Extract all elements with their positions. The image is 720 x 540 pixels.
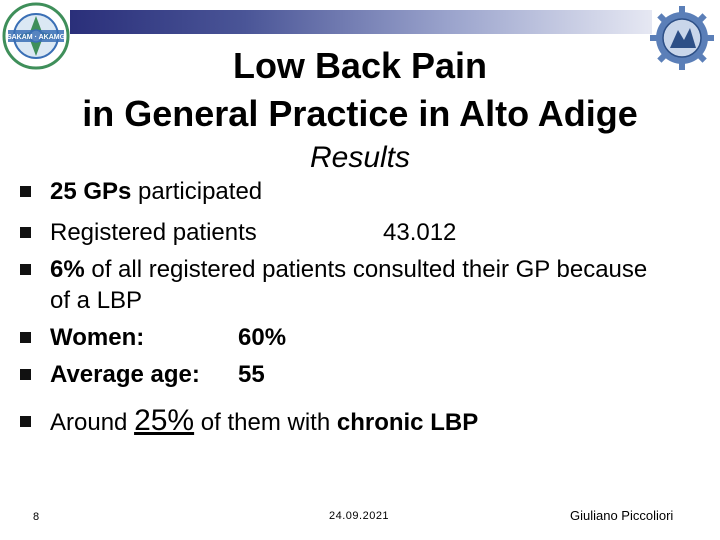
bullet-chronic-lbp: Around 25% of them with chronic LBP bbox=[50, 403, 478, 441]
gps-count: 25 GPs bbox=[50, 178, 132, 205]
bullet-square-icon bbox=[20, 332, 31, 343]
footer-date: 24.09.2021 bbox=[329, 510, 390, 522]
women-value: 60% bbox=[238, 324, 287, 351]
header-gradient-bar bbox=[70, 10, 652, 34]
bullet-square-icon bbox=[20, 264, 31, 275]
bullet-gps-participated: 25 GPs participated bbox=[50, 178, 262, 206]
around-text: Around bbox=[50, 409, 135, 436]
title-line-1: Low Back Pain bbox=[232, 45, 488, 86]
women-label: Women: bbox=[50, 324, 145, 351]
average-age-value: 55 bbox=[238, 361, 265, 388]
participated-text: participated bbox=[131, 178, 263, 205]
of-them-text: of them with bbox=[194, 409, 337, 436]
chronic-percent: 25% bbox=[134, 404, 195, 437]
title-line-2: in General Practice in Alto Adige bbox=[82, 93, 638, 134]
gear-emblem-logo bbox=[650, 6, 714, 70]
svg-text:SAKAM · AKAMG: SAKAM · AKAMG bbox=[7, 34, 66, 41]
subtitle: Results bbox=[309, 141, 411, 174]
bullet-square-icon bbox=[20, 416, 31, 427]
bullet-registered-patients: Registered patients bbox=[50, 219, 257, 247]
sakam-logo: SAKAM · AKAMG bbox=[2, 2, 70, 70]
footer-author: Giuliano Piccoliori bbox=[570, 508, 674, 523]
bullet-square-icon bbox=[20, 369, 31, 380]
registered-value: 43.012 bbox=[383, 219, 457, 246]
consultation-text: of all registered patients consulted the… bbox=[84, 256, 648, 283]
consultation-percent: 6% bbox=[50, 256, 85, 283]
registered-label: Registered patients bbox=[50, 219, 257, 246]
consultation-continuation: of a LBP bbox=[50, 287, 143, 314]
bullet-square-icon bbox=[20, 186, 31, 197]
page-number: 8 bbox=[33, 511, 40, 523]
bullet-square-icon bbox=[20, 227, 31, 238]
bullet-consultation-rate: 6% of all registered patients consulted … bbox=[50, 256, 647, 284]
average-age-label: Average age: bbox=[50, 361, 200, 388]
chronic-lbp-text: chronic LBP bbox=[336, 409, 479, 436]
